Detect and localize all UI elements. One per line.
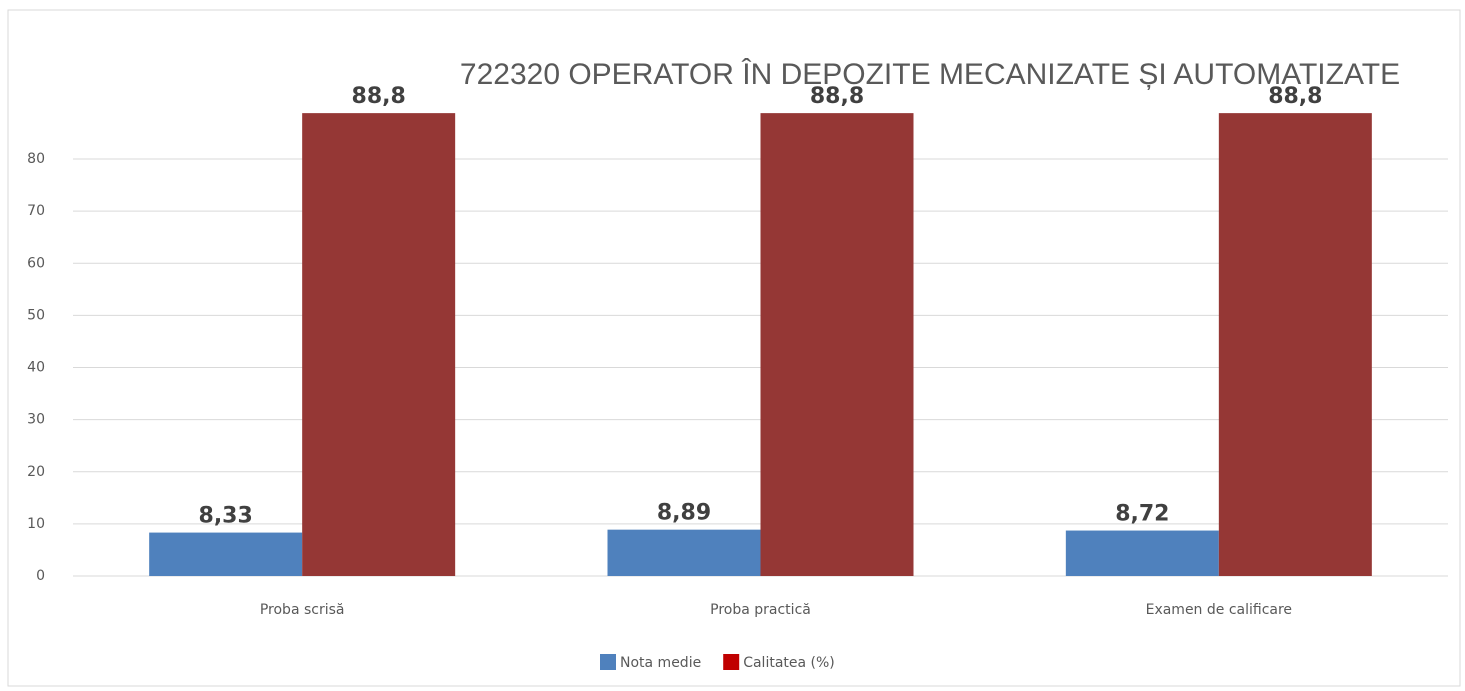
y-tick-label: 0 bbox=[36, 568, 45, 584]
chart-title: 722320 OPERATOR ÎN DEPOZITE MECANIZATE Ș… bbox=[460, 58, 1400, 91]
data-label: 88,8 bbox=[352, 84, 406, 109]
data-label: 8,89 bbox=[657, 501, 711, 526]
y-tick-label: 30 bbox=[27, 412, 45, 428]
x-tick-label: Proba scrisă bbox=[260, 602, 345, 618]
bar bbox=[1218, 113, 1372, 576]
data-label: 88,8 bbox=[1268, 84, 1322, 109]
x-tick-label: Examen de calificare bbox=[1146, 602, 1292, 618]
data-label: 8,72 bbox=[1115, 502, 1169, 527]
y-tick-label: 70 bbox=[27, 203, 45, 219]
x-tick-label: Proba practică bbox=[710, 602, 811, 618]
bar bbox=[760, 113, 914, 576]
bar bbox=[149, 532, 303, 576]
bar bbox=[607, 529, 761, 576]
bar bbox=[1065, 530, 1219, 576]
y-tick-label: 20 bbox=[27, 464, 45, 480]
legend-label: Nota medie bbox=[620, 655, 701, 671]
bar bbox=[302, 113, 456, 576]
y-tick-label: 40 bbox=[27, 360, 45, 376]
y-tick-label: 50 bbox=[27, 307, 45, 323]
legend-swatch bbox=[600, 654, 616, 670]
y-tick-label: 10 bbox=[27, 516, 45, 532]
legend-swatch bbox=[723, 654, 740, 670]
y-tick-label: 80 bbox=[27, 151, 45, 167]
legend-label: Calitatea (%) bbox=[743, 655, 835, 671]
y-tick-label: 60 bbox=[27, 255, 45, 271]
data-label: 88,8 bbox=[810, 84, 864, 109]
data-label: 8,33 bbox=[199, 504, 253, 529]
